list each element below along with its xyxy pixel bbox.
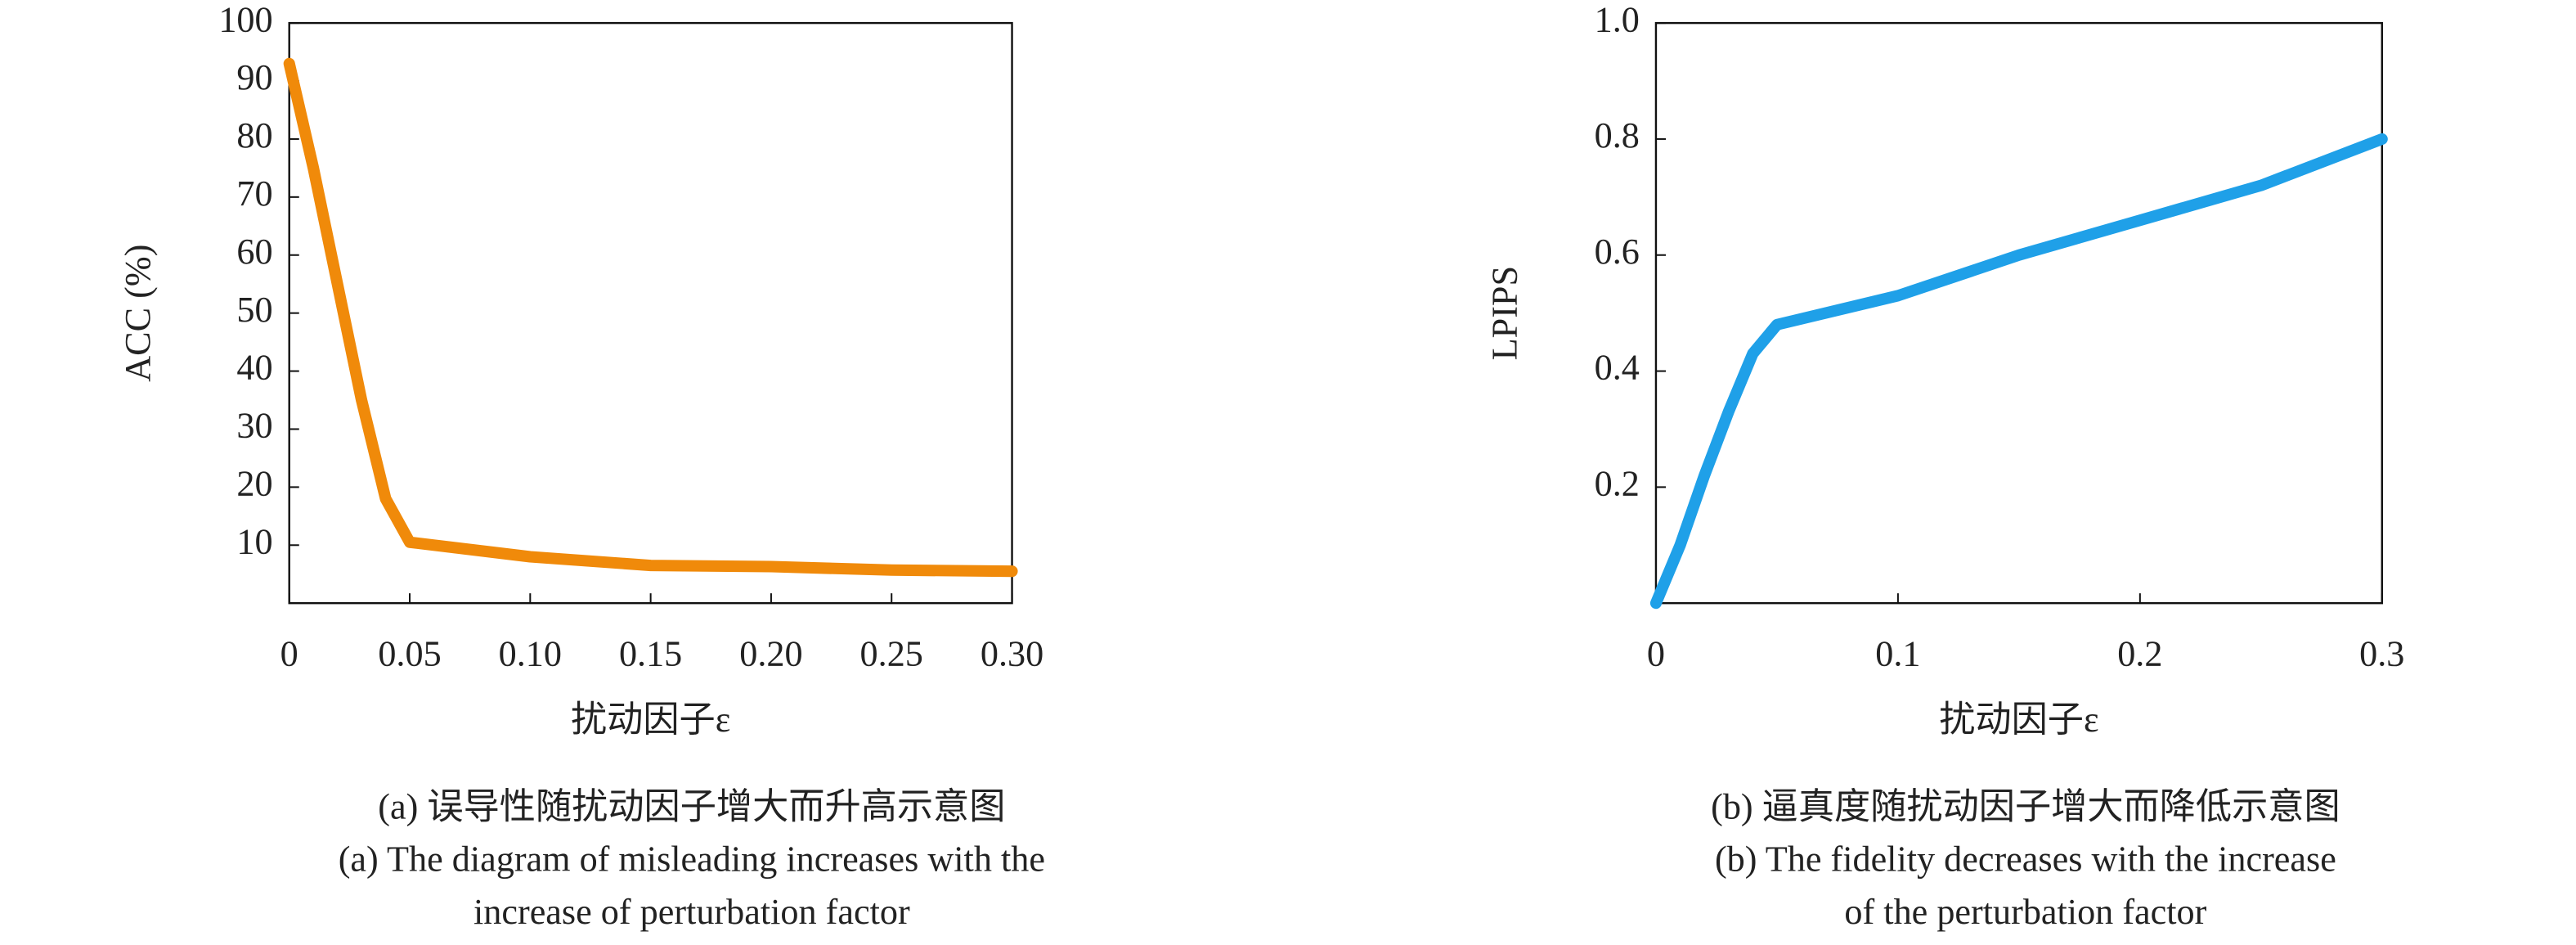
y-tick-label: 0.6: [1595, 232, 1640, 272]
y-tick-label: 10: [236, 521, 272, 561]
x-tick-label: 0.15: [619, 634, 682, 674]
caption: (b) The fidelity decreases with the incr…: [1715, 839, 2336, 880]
y-tick-label: 0.4: [1595, 348, 1640, 388]
x-tick-label: 0.05: [378, 634, 441, 674]
y-tick-label: 0.2: [1595, 464, 1640, 504]
caption: (b) 逼真度随扰动因子增大而降低示意图: [1711, 786, 2340, 826]
y-tick-label: 100: [218, 0, 272, 39]
y-tick-label: 80: [236, 115, 272, 155]
y-tick-label: 0.8: [1595, 115, 1640, 155]
caption: (a) The diagram of misleading increases …: [339, 839, 1045, 880]
y-axis-label: ACC (%): [118, 245, 158, 382]
x-tick-label: 0.10: [499, 634, 562, 674]
y-tick-label: 20: [236, 464, 272, 504]
y-tick-label: 50: [236, 290, 272, 330]
x-tick-label: 0.3: [2359, 634, 2404, 674]
x-axis-label: 扰动因子ε: [1939, 700, 2098, 740]
y-tick-label: 90: [236, 57, 272, 97]
y-tick-label: 70: [236, 173, 272, 214]
x-tick-label: 0: [280, 634, 298, 674]
y-tick-label: 60: [236, 232, 272, 272]
y-tick-label: 40: [236, 348, 272, 388]
y-tick-label: 1.0: [1595, 0, 1640, 39]
y-axis-label: LPIPS: [1484, 266, 1524, 360]
x-tick-label: 0.20: [739, 634, 802, 674]
caption: increase of perturbation factor: [473, 892, 910, 932]
x-tick-label: 0.2: [2117, 634, 2162, 674]
x-tick-label: 0.25: [860, 634, 923, 674]
caption: of the perturbation factor: [1844, 892, 2206, 932]
data-line: [1649, 133, 2388, 610]
x-tick-label: 0.1: [1875, 634, 1920, 674]
plot-frame: [1654, 21, 2383, 605]
x-axis-label: 扰动因子ε: [571, 700, 730, 740]
x-tick-label: 0: [1647, 634, 1665, 674]
x-tick-label: 0.30: [981, 634, 1043, 674]
data-line: [283, 57, 1018, 578]
caption: (a) 误导性随扰动因子增大而升高示意图: [378, 786, 1005, 826]
y-tick-label: 30: [236, 406, 272, 446]
